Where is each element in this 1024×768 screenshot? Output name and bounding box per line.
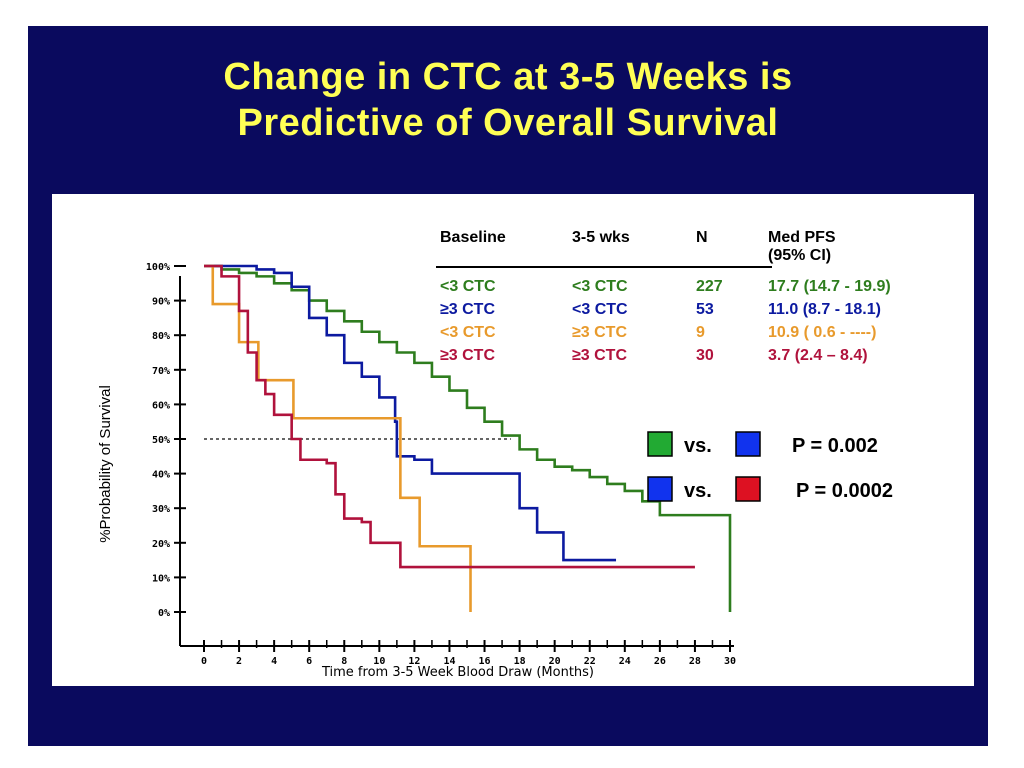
table-cell-n: 53: [696, 301, 714, 318]
survival-curve-2: [204, 264, 472, 612]
y-tick-label: 80%: [152, 331, 170, 342]
table-cell-baseline: <3 CTC: [440, 324, 496, 341]
y-tick-label: 10%: [152, 573, 170, 584]
legend-swatch-left: [647, 476, 673, 502]
table-cell-n: 227: [696, 278, 723, 295]
y-axis-label: %Probability of Survival: [97, 385, 114, 543]
x-tick-label: 2: [236, 656, 242, 667]
table-header-ci: (95% CI): [768, 247, 831, 264]
y-tick-label: 50%: [152, 435, 170, 446]
series-group: [204, 264, 732, 612]
y-tick-label: 70%: [152, 366, 170, 377]
table-header-baseline: Baseline: [440, 229, 506, 246]
x-tick-label: 8: [341, 656, 347, 667]
table-cell-wks: ≥3 CTC: [572, 324, 627, 341]
y-tick-label: 30%: [152, 504, 170, 515]
table-cell-med: 10.9 ( 0.6 - ----): [768, 324, 876, 341]
x-tick-label: 14: [443, 656, 455, 667]
x-tick-label: 26: [654, 656, 666, 667]
y-tick-label: 0%: [158, 608, 170, 619]
x-tick-label: 24: [619, 656, 631, 667]
legend-swatch-right: [735, 431, 761, 457]
table-cell-wks: <3 CTC: [572, 278, 628, 295]
slide-background: Change in CTC at 3-5 Weeks is Predictive…: [28, 26, 988, 746]
table-header-med-pfs: Med PFS: [768, 229, 836, 246]
table-cell-baseline: <3 CTC: [440, 278, 496, 295]
table-cell-med: 17.7 (14.7 - 19.9): [768, 278, 891, 295]
y-tick-label: 20%: [152, 539, 170, 550]
y-tick-label: 90%: [152, 297, 170, 308]
y-tick-label: 60%: [152, 400, 170, 411]
slide-title: Change in CTC at 3-5 Weeks is Predictive…: [28, 54, 988, 146]
x-tick-label: 0: [201, 656, 207, 667]
legend-swatch-right: [735, 476, 761, 502]
x-tick-label: 10: [373, 656, 385, 667]
table-header-weeks: 3-5 wks: [572, 229, 630, 246]
summary-table: Baseline 3-5 wks N Med PFS (95% CI) <3 C…: [436, 229, 891, 364]
x-axis-label: Time from 3-5 Week Blood Draw (Months): [321, 665, 594, 680]
table-cell-med: 11.0 (8.7 - 18.1): [768, 301, 881, 318]
x-tick-label: 6: [306, 656, 312, 667]
table-cell-n: 9: [696, 324, 705, 341]
survival-curve-1: [204, 264, 617, 562]
legend-p-value: P = 0.0002: [796, 480, 893, 502]
x-tick-label: 12: [408, 656, 420, 667]
table-rows: <3 CTC <3 CTC 227 17.7 (14.7 - 19.9) ≥3 CTC <…: [440, 278, 891, 364]
table-cell-n: 30: [696, 347, 714, 364]
table-cell-baseline: ≥3 CTC: [440, 347, 495, 364]
x-tick-label: 20: [549, 656, 561, 667]
table-header-n: N: [696, 229, 708, 246]
table-cell-med: 3.7 (2.4 – 8.4): [768, 347, 868, 364]
y-tick-label: 40%: [152, 470, 170, 481]
table-cell-wks: ≥3 CTC: [572, 347, 627, 364]
x-tick-label: 28: [689, 656, 701, 667]
x-tick-label: 18: [514, 656, 526, 667]
x-tick-label: 4: [271, 656, 277, 667]
x-tick-label: 30: [724, 656, 736, 667]
legend-p-value: P = 0.002: [792, 435, 878, 457]
title-line-2: Predictive of Overall Survival: [237, 102, 779, 144]
comparison-legend: vs. P = 0.002 vs. P = 0.0002: [647, 431, 893, 502]
y-tick-label: 100%: [146, 262, 170, 273]
legend-vs: vs.: [684, 480, 712, 502]
title-line-1: Change in CTC at 3-5 Weeks is: [223, 56, 793, 98]
y-ticks: 0% 10% 20% 30% 40% 50% 60% 70% 80% 90% 100%: [146, 262, 186, 619]
table-cell-wks: <3 CTC: [572, 301, 628, 318]
survival-curve-3: [204, 264, 695, 569]
x-ticks: 0 2 4 6 8 10 12 14 16 18 20 22 24 26 28 30: [201, 640, 736, 667]
legend-vs: vs.: [684, 435, 712, 457]
table-cell-baseline: ≥3 CTC: [440, 301, 495, 318]
legend-swatch-left: [647, 431, 673, 457]
x-tick-label: 16: [479, 656, 491, 667]
x-tick-label: 22: [584, 656, 596, 667]
